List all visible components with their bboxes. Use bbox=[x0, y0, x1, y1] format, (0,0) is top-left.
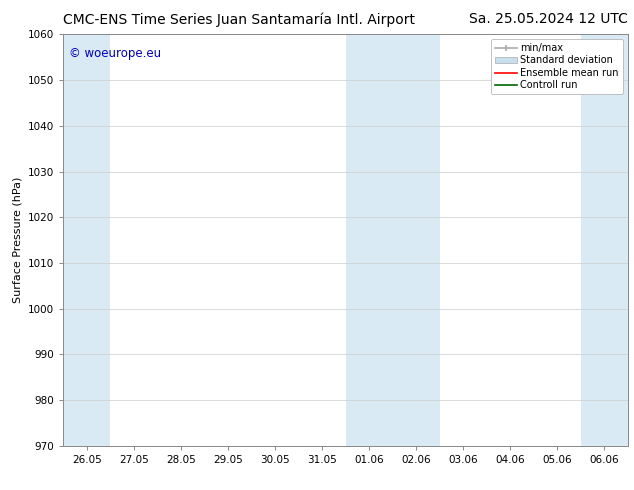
Text: © woeurope.eu: © woeurope.eu bbox=[69, 47, 161, 60]
Text: Sa. 25.05.2024 12 UTC: Sa. 25.05.2024 12 UTC bbox=[469, 12, 628, 26]
Legend: min/max, Standard deviation, Ensemble mean run, Controll run: min/max, Standard deviation, Ensemble me… bbox=[491, 39, 623, 94]
Bar bbox=[346, 34, 439, 446]
Text: CMC-ENS Time Series Juan Santamaría Intl. Airport: CMC-ENS Time Series Juan Santamaría Intl… bbox=[63, 12, 415, 27]
Bar bbox=[63, 34, 110, 446]
Y-axis label: Surface Pressure (hPa): Surface Pressure (hPa) bbox=[13, 177, 23, 303]
Bar bbox=[581, 34, 628, 446]
